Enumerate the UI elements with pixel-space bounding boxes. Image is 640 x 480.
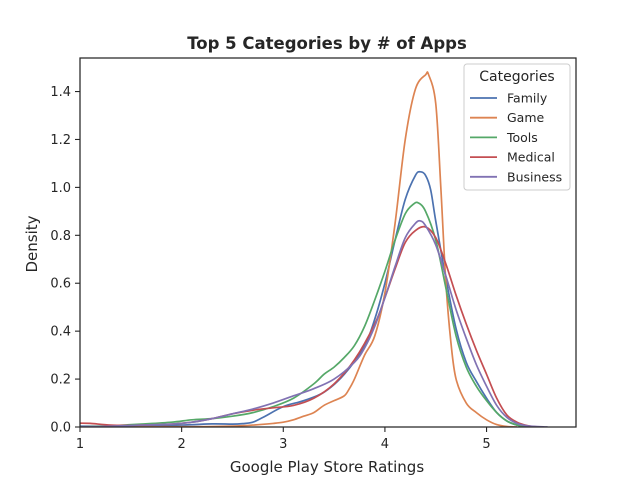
y-axis-label: Density [23,215,41,272]
legend-label-business: Business [507,169,562,184]
legend-label-tools: Tools [506,130,538,145]
plot-area [80,71,548,427]
legend: Categories Family Game Tools Medical Business [463,63,571,191]
legend-label-game: Game [507,110,545,125]
y-tick-label: 1.0 [50,181,71,196]
series-line-tools [80,201,528,427]
y-tick-label: 0.2 [50,373,71,388]
y-tick-label: 0.0 [50,421,71,436]
x-tick-label: 1 [76,437,84,452]
axes: 1 2 3 4 5 0.0 0.2 0.4 0.6 0.8 1.0 1.2 1.4 [50,57,577,452]
chart-title: Top 5 Categories by # of Apps [187,34,467,53]
x-tick-label: 2 [177,437,185,452]
x-tick-label: 5 [482,437,490,452]
y-tick-label: 0.4 [50,325,71,340]
legend-box [463,63,571,191]
y-tick-label: 1.4 [50,85,71,100]
y-tick-label: 1.2 [50,133,71,148]
legend-label-medical: Medical [507,150,555,165]
legend-label-family: Family [507,91,548,106]
plot-frame [79,57,577,428]
legend-title: Categories [479,69,554,85]
y-tick-label: 0.8 [50,229,71,244]
series-line-game [80,71,518,427]
series-line-family [80,170,538,427]
x-axis-label: Google Play Store Ratings [230,458,424,476]
x-tick-label: 3 [279,437,287,452]
x-tick-label: 4 [381,437,389,452]
series-line-medical [80,225,538,427]
y-tick-label: 0.6 [50,277,71,292]
series-line-business [80,219,548,427]
